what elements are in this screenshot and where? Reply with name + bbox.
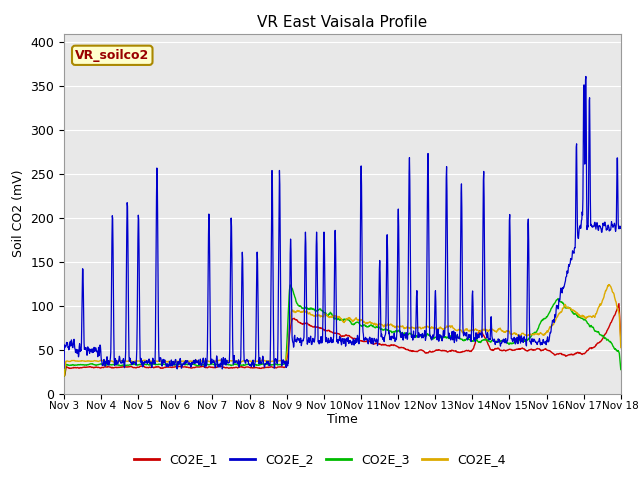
Y-axis label: Soil CO2 (mV): Soil CO2 (mV) [12, 170, 25, 257]
X-axis label: Time: Time [327, 413, 358, 426]
Legend: CO2E_1, CO2E_2, CO2E_3, CO2E_4: CO2E_1, CO2E_2, CO2E_3, CO2E_4 [129, 448, 511, 471]
Title: VR East Vaisala Profile: VR East Vaisala Profile [257, 15, 428, 30]
Text: VR_soilco2: VR_soilco2 [75, 49, 149, 62]
